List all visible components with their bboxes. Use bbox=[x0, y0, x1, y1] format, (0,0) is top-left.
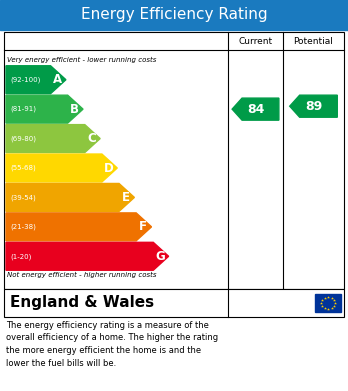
Text: (1-20): (1-20) bbox=[10, 253, 31, 260]
Bar bbox=[4, 32, 344, 289]
Text: (81-91): (81-91) bbox=[10, 106, 36, 112]
Text: The energy efficiency rating is a measure of the
overall efficiency of a home. T: The energy efficiency rating is a measur… bbox=[6, 321, 218, 368]
Polygon shape bbox=[6, 242, 169, 270]
Polygon shape bbox=[232, 98, 279, 120]
Text: 89: 89 bbox=[306, 100, 323, 113]
Text: Potential: Potential bbox=[294, 36, 333, 45]
Polygon shape bbox=[6, 154, 117, 182]
Text: A: A bbox=[53, 73, 62, 86]
Text: D: D bbox=[104, 161, 114, 174]
Text: (55-68): (55-68) bbox=[10, 165, 36, 171]
Text: (92-100): (92-100) bbox=[10, 77, 40, 83]
Text: E: E bbox=[122, 191, 130, 204]
Text: (39-54): (39-54) bbox=[10, 194, 36, 201]
Text: Very energy efficient - lower running costs: Very energy efficient - lower running co… bbox=[7, 57, 156, 63]
Text: F: F bbox=[139, 221, 147, 233]
Polygon shape bbox=[6, 66, 66, 94]
Polygon shape bbox=[6, 213, 151, 241]
Bar bbox=[0, 0, 348, 30]
Bar bbox=[4, 289, 344, 317]
Text: England & Wales: England & Wales bbox=[10, 296, 154, 310]
Text: Not energy efficient - higher running costs: Not energy efficient - higher running co… bbox=[7, 272, 157, 278]
Text: (21-38): (21-38) bbox=[10, 224, 36, 230]
Polygon shape bbox=[6, 183, 134, 212]
Polygon shape bbox=[6, 95, 83, 123]
Text: 84: 84 bbox=[247, 103, 265, 116]
Text: Current: Current bbox=[238, 36, 272, 45]
Polygon shape bbox=[6, 125, 100, 152]
Bar bbox=[315, 294, 341, 312]
Text: Energy Efficiency Rating: Energy Efficiency Rating bbox=[81, 7, 267, 23]
Polygon shape bbox=[290, 95, 337, 117]
Text: B: B bbox=[70, 103, 79, 116]
Text: C: C bbox=[87, 132, 96, 145]
Text: G: G bbox=[156, 250, 165, 263]
Text: (69-80): (69-80) bbox=[10, 135, 36, 142]
